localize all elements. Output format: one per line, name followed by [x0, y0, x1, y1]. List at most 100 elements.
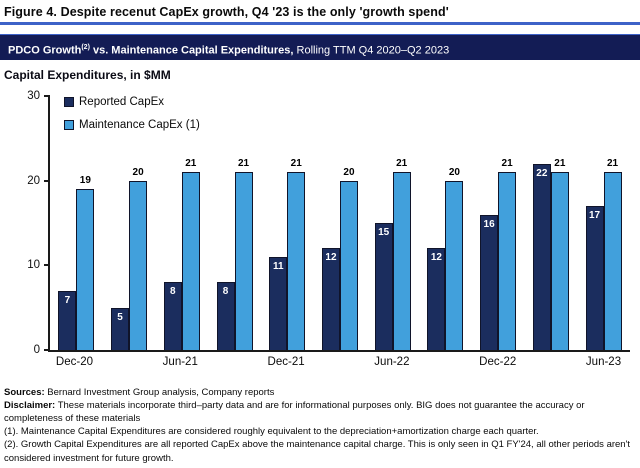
- y-axis-tick-label: 30: [27, 90, 40, 102]
- disclaimer-label: Disclaimer:: [4, 400, 56, 412]
- footnote-2: (2). Growth Capital Expenditures are all…: [4, 439, 631, 464]
- reported-capex-bar: 16: [480, 214, 499, 350]
- maintenance-capex-bar: 21: [287, 158, 306, 350]
- y-axis-tick: 20: [16, 174, 50, 188]
- bar-group: 15 21: [374, 96, 411, 350]
- x-axis-labels: Dec-20 Jun-21 Dec-21 Jun-22 Dec-22 Jun-23: [48, 356, 630, 368]
- reported-capex-bar: 15: [374, 223, 393, 350]
- bar-value-label: 21: [290, 158, 302, 170]
- x-axis-tick-label: [321, 356, 357, 368]
- legend-item-maintenance: Maintenance CapEx (1): [64, 119, 200, 131]
- x-axis-tick-label: Jun-23: [585, 356, 622, 368]
- bar-value-label: 21: [237, 158, 250, 170]
- bar-value-label: 20: [343, 166, 355, 178]
- x-axis-tick-label: [533, 356, 569, 368]
- bar-group: 17 21: [585, 96, 622, 350]
- footnote-1: (1). Maintenance Capital Expenditures ar…: [4, 426, 539, 438]
- bar-group: 11 21: [269, 96, 306, 350]
- chart-header-bold: PDCO Growth: [8, 44, 82, 57]
- bar-value-label: 21: [554, 158, 566, 170]
- legend-swatch-maintenance-icon: [64, 120, 74, 130]
- bar-group: 8 21: [216, 96, 253, 350]
- bar-value-label: 21: [185, 158, 197, 170]
- maintenance-capex-bar: 19: [76, 175, 95, 350]
- bar-group: 22 21: [532, 96, 569, 350]
- y-axis-tick-label: 0: [33, 344, 40, 356]
- footnotes: Sources: Bernard Investment Group analys…: [4, 386, 632, 465]
- bar-value-label: 16: [483, 218, 495, 230]
- reported-capex-bar: 22: [532, 163, 551, 350]
- reported-capex-bar: 12: [427, 248, 446, 350]
- bar-group: 16 21: [480, 96, 517, 350]
- chart-header-bold-rest: vs. Maintenance Capital Expenditures,: [89, 44, 294, 57]
- y-axis-tick-mark: [44, 179, 50, 182]
- title-underline: [0, 22, 640, 25]
- reported-capex-bar: 17: [585, 206, 604, 350]
- bar-value-label: 5: [117, 311, 123, 323]
- y-axis-tick: 10: [16, 258, 50, 272]
- sources-line: Sources: Bernard Investment Group analys…: [4, 386, 632, 399]
- x-axis-tick-label: Jun-21: [162, 356, 198, 368]
- bar-value-label: 12: [430, 252, 442, 264]
- y-axis-title: Capital Expenditures, in $MM: [4, 68, 171, 82]
- x-axis-tick-label: Dec-21: [267, 356, 305, 368]
- x-axis-tick-label: Jun-22: [374, 356, 410, 368]
- bar-value-label: 12: [325, 252, 337, 264]
- bar-value-label: 17: [588, 210, 601, 222]
- sources-text: Bernard Investment Group analysis, Compa…: [47, 387, 275, 398]
- y-axis-tick-mark: [44, 349, 50, 351]
- reported-capex-bar: 8: [163, 282, 182, 350]
- legend-item-reported: Reported CapEx: [64, 96, 200, 108]
- chart-header-regular: Rolling TTM Q4 2020–Q2 2023: [293, 44, 450, 57]
- chart: Reported CapEx Maintenance CapEx (1) 0 10…: [27, 90, 630, 356]
- y-axis-tick-mark: [44, 264, 50, 267]
- y-axis-tick-mark: [44, 95, 50, 97]
- maintenance-capex-bar: 21: [498, 158, 517, 350]
- bar-group: 8 21: [163, 96, 200, 350]
- legend: Reported CapEx Maintenance CapEx (1): [64, 96, 200, 142]
- bar-group: 12 20: [427, 96, 464, 350]
- bar-value-label: 21: [501, 158, 513, 170]
- reported-capex-bar: 12: [321, 248, 340, 350]
- x-axis-tick-label: [427, 356, 463, 368]
- bar-value-label: 11: [272, 260, 284, 272]
- bar-group: 5 20: [111, 96, 148, 350]
- maintenance-capex-bar: 21: [603, 158, 622, 350]
- maintenance-capex-bar: 21: [392, 158, 411, 350]
- reported-capex-bar: 11: [269, 256, 288, 350]
- figure-title: Figure 4. Despite recenut CapEx growth, …: [4, 5, 449, 19]
- y-axis-tick-label: 10: [27, 259, 40, 272]
- maintenance-capex-bar: 20: [129, 167, 148, 350]
- sources-label: Sources:: [4, 387, 45, 398]
- maintenance-capex-bar: 21: [181, 158, 200, 350]
- disclaimer-text: These materials incorporate third–party …: [4, 400, 585, 425]
- maintenance-capex-bar: 20: [445, 167, 464, 350]
- x-axis-tick-label: [109, 356, 145, 368]
- chart-header-superscript: (2): [81, 44, 90, 51]
- y-axis-tick-label: 20: [27, 174, 40, 187]
- bar-group: 12 20: [321, 96, 358, 350]
- legend-label-maintenance: Maintenance CapEx (1): [79, 119, 200, 131]
- bar-value-label: 21: [606, 158, 619, 170]
- reported-capex-bar: 7: [58, 290, 77, 350]
- bar-value-label: 20: [448, 166, 460, 178]
- y-axis-tick: 30: [16, 89, 50, 103]
- bar-value-label: 21: [396, 158, 408, 170]
- legend-label-reported: Reported CapEx: [79, 96, 165, 108]
- x-axis-tick-label: Dec-22: [479, 356, 517, 368]
- maintenance-capex-bar: 21: [234, 158, 253, 350]
- bar-group: 7 19: [58, 96, 95, 350]
- bar-value-label: 8: [170, 286, 176, 298]
- bar-value-label: 8: [222, 286, 229, 298]
- bar-value-label: 22: [536, 167, 548, 179]
- reported-capex-bar: 5: [111, 307, 130, 350]
- plot-area: 0 10 20 30 7 19 5 20 8 21 8 21 11 21 12 20 15 21 12 20 16 21 2…: [27, 90, 630, 356]
- bar-value-label: 19: [79, 175, 91, 187]
- maintenance-capex-bar: 21: [550, 158, 569, 350]
- x-axis-tick-label: [215, 356, 251, 368]
- bar-value-label: 20: [132, 166, 144, 178]
- bar-value-label: 7: [64, 294, 71, 306]
- chart-header-band: PDCO Growth(2) vs. Maintenance Capital E…: [0, 34, 640, 60]
- reported-capex-bar: 8: [216, 282, 235, 350]
